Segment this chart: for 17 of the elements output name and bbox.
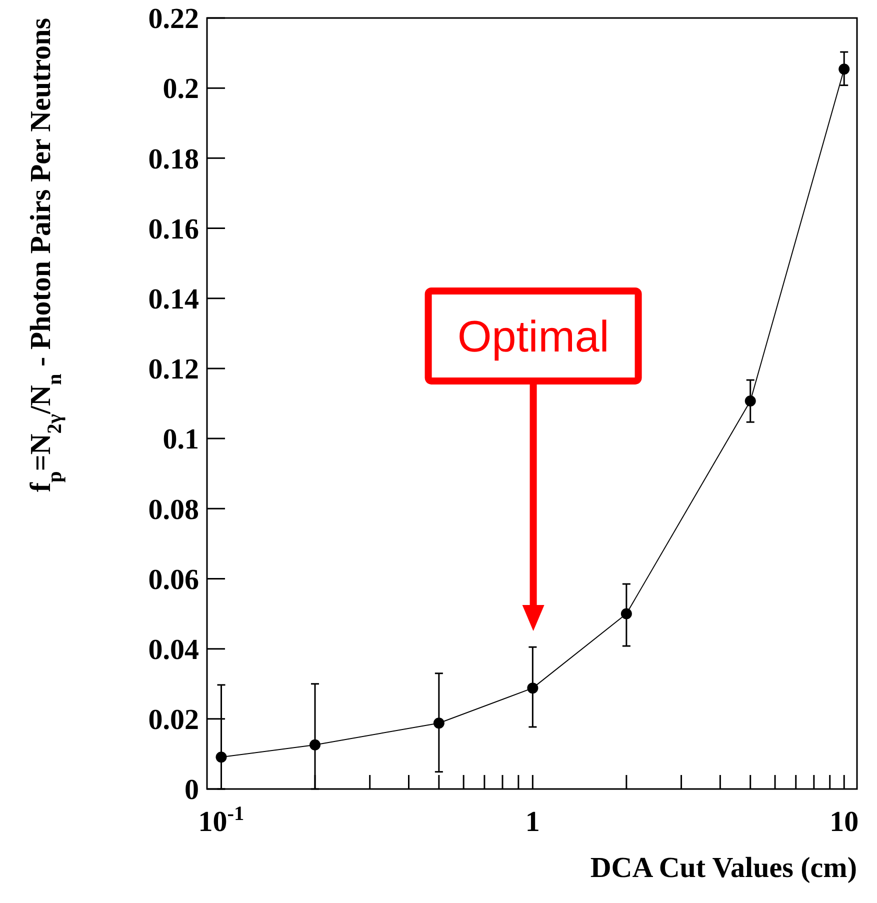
y-tick-label: 0.14 (148, 284, 199, 316)
y-tick-label: 0 (184, 774, 199, 806)
annotation: Optimal (458, 312, 610, 362)
y-tick-label: 0.08 (148, 494, 199, 526)
y-tick-label: 0.1 (162, 424, 199, 456)
x-tick-label: 10$^{-1}$ (198, 803, 244, 838)
y-tick-label: 0.2 (162, 73, 199, 106)
y-tick-label: 0.04 (148, 634, 199, 666)
x-tick-label: 10 (830, 806, 859, 838)
y-tick-label: 0.18 (148, 143, 199, 176)
x-axis-title: DCA Cut Values (cm) (590, 852, 857, 884)
y-tick-label: 0.22 (148, 3, 199, 36)
y-tick-label: 0.02 (148, 704, 199, 736)
y-tick-label: 0.16 (148, 213, 199, 246)
y-tick-label: 0.06 (148, 564, 199, 596)
y-tick-label: 0.12 (148, 354, 199, 386)
x-tick-label: 1 (525, 806, 540, 838)
